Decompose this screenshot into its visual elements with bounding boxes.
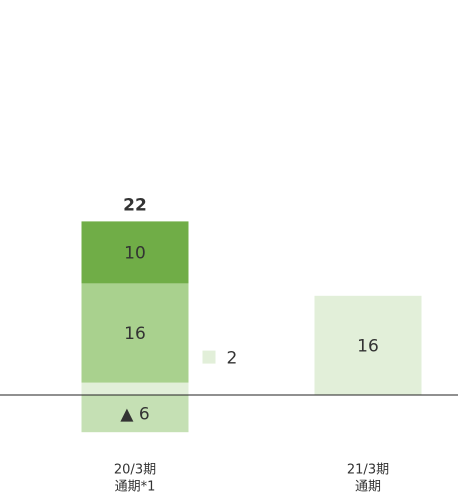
- x-tick-label: 通期*1: [115, 480, 156, 495]
- value-label: 2: [227, 349, 238, 369]
- x-tick-label: 通期: [355, 480, 381, 495]
- value-label: ▲ 6: [120, 405, 149, 425]
- value-label: 16: [124, 324, 146, 344]
- bar-segment: [81, 382, 189, 395]
- total-label: 22: [123, 195, 147, 215]
- label-swatch: [202, 350, 216, 364]
- bar-segment: [81, 221, 189, 284]
- x-tick-label: 20/3期: [114, 463, 156, 478]
- x-tick-label: 21/3期: [347, 463, 389, 478]
- bar-segment: [81, 395, 189, 433]
- bar-segment: [314, 295, 422, 395]
- bar-segment: [81, 283, 189, 383]
- value-label: 10: [124, 243, 146, 263]
- value-label: 16: [357, 336, 379, 356]
